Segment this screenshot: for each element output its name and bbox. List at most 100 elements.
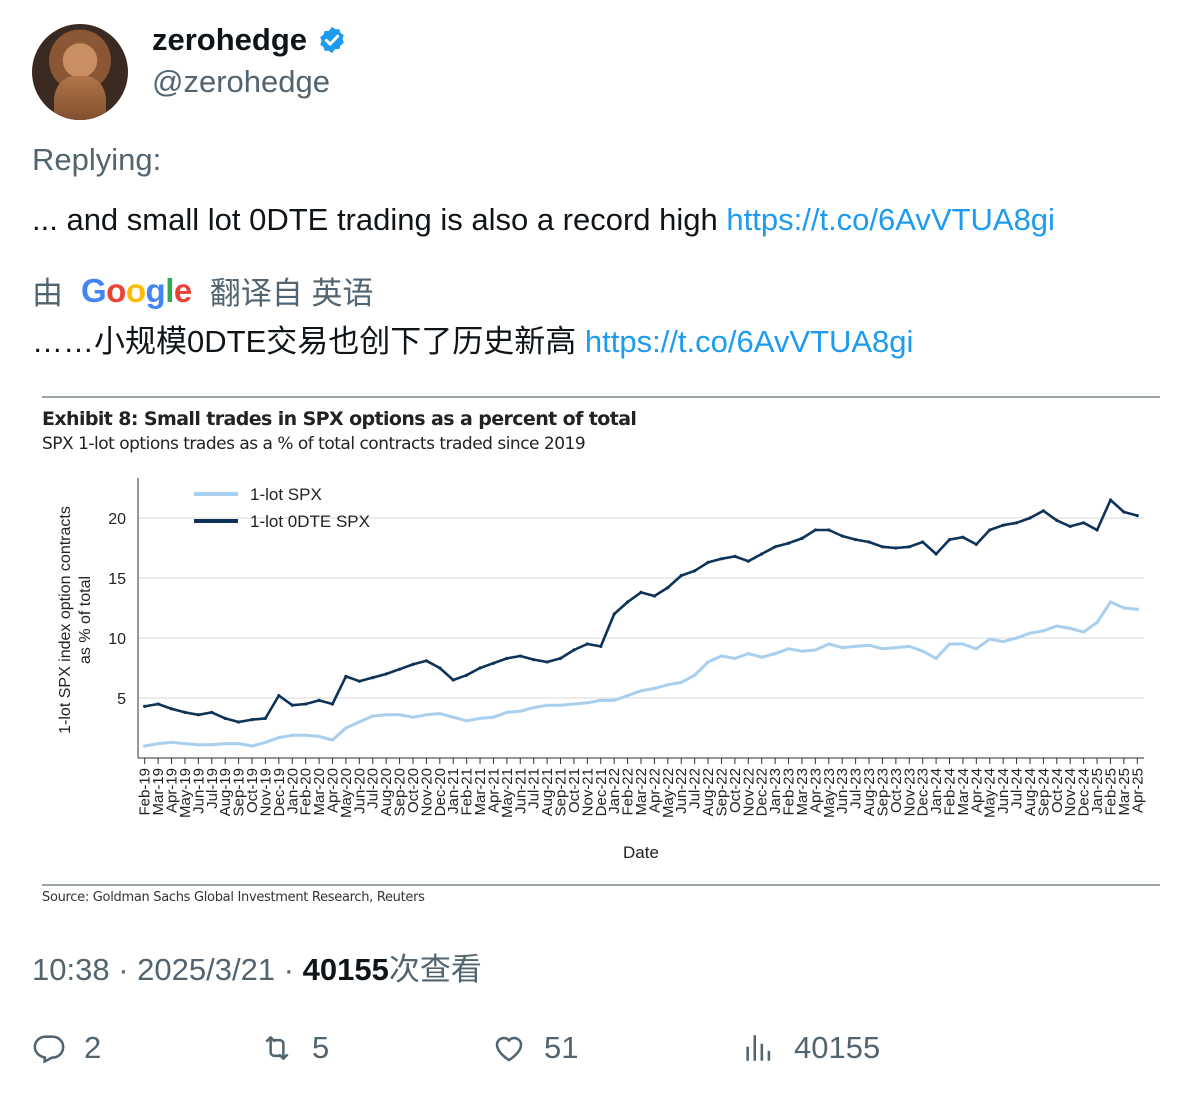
x-tick-label: Jul-21: [526, 768, 543, 809]
avatar[interactable]: [32, 24, 128, 120]
x-tick-label: Sep-24: [1035, 768, 1052, 816]
x-tick-label: Feb-20: [298, 768, 315, 816]
data-point: [666, 683, 670, 687]
data-point: [612, 698, 616, 702]
data-point: [371, 676, 375, 680]
heart-icon: [495, 1036, 523, 1062]
data-point: [478, 666, 482, 670]
data-point: [813, 648, 818, 652]
data-point: [438, 666, 442, 670]
display-name[interactable]: zerohedge: [152, 22, 308, 57]
translation-body: ……小规模0DTE交易也创下了历史新高: [32, 324, 577, 359]
data-point: [371, 714, 375, 718]
x-tick-label: May-20: [338, 768, 355, 818]
x-tick-label: Oct-19: [244, 768, 261, 813]
data-point: [277, 694, 281, 698]
data-point: [947, 538, 952, 542]
legend-label: 1-lot SPX: [250, 485, 322, 504]
handle[interactable]: @zerohedge: [152, 64, 330, 99]
x-tick-label: Nov-20: [418, 768, 435, 816]
data-point: [706, 560, 710, 564]
data-point: [169, 707, 174, 711]
data-point: [626, 600, 630, 604]
data-point: [1001, 640, 1005, 644]
chart-image[interactable]: Exhibit 8: Small trades in SPX options a…: [42, 396, 1160, 886]
data-point: [840, 646, 844, 650]
data-point: [934, 552, 938, 556]
data-point: [867, 643, 871, 647]
tweet-date[interactable]: 2025/3/21: [137, 952, 276, 987]
x-tick-label: Jul-19: [204, 768, 221, 809]
data-point: [424, 659, 428, 663]
x-tick-label: Mar-19: [150, 768, 167, 816]
chart-title: Exhibit 8: Small trades in SPX options a…: [42, 408, 637, 430]
x-tick-label: Jun-24: [995, 768, 1012, 814]
x-tick-label: Jan-23: [767, 768, 784, 814]
x-tick-label: Sep-19: [231, 768, 248, 816]
google-logo-icon: Google: [81, 271, 192, 309]
data-point: [183, 742, 187, 746]
data-point: [263, 740, 267, 744]
x-tick-label: Nov-22: [740, 768, 757, 816]
retweet-button[interactable]: 5: [260, 1030, 329, 1066]
data-point: [1108, 498, 1113, 502]
translation-link[interactable]: https://t.co/6AvVTUA8gi: [584, 324, 914, 359]
y-tick-label: 10: [108, 631, 126, 648]
line-chart: 5101520Feb-19Mar-19Apr-19May-19Jun-19Jul…: [57, 478, 1146, 862]
x-tick-label: Apr-21: [485, 768, 502, 813]
retweet-icon: [265, 1036, 289, 1060]
data-point: [223, 742, 227, 746]
data-point: [773, 545, 777, 549]
x-tick-label: May-22: [660, 768, 677, 818]
x-tick-label: Jun-21: [512, 768, 529, 814]
data-point: [465, 719, 469, 723]
data-point: [237, 720, 241, 724]
data-point: [532, 706, 536, 710]
data-point: [666, 586, 670, 590]
data-point: [639, 689, 643, 693]
data-point: [183, 710, 187, 714]
data-point: [277, 736, 281, 740]
x-tick-label: Dec-24: [1076, 768, 1093, 816]
y-axis-label-line2: as % of total: [77, 576, 94, 664]
x-tick-label: Sep-20: [392, 768, 409, 816]
data-point: [169, 740, 174, 744]
data-point: [706, 660, 710, 664]
legend-label: 1-lot 0DTE SPX: [250, 512, 370, 531]
data-point: [988, 528, 992, 532]
x-tick-label: Dec-21: [593, 768, 610, 816]
data-point: [652, 594, 657, 598]
x-tick-label: Sep-22: [713, 768, 730, 816]
data-point: [263, 716, 267, 720]
retweet-count: 5: [312, 1030, 330, 1065]
data-point: [558, 656, 563, 660]
data-point: [558, 703, 563, 707]
data-point: [1082, 521, 1086, 525]
data-point: [840, 534, 844, 538]
x-tick-label: Sep-23: [874, 768, 891, 816]
data-point: [1055, 624, 1059, 628]
data-point: [357, 679, 361, 683]
x-tick-label: Jul-22: [687, 768, 704, 809]
data-point: [854, 644, 858, 648]
data-point: [921, 540, 925, 544]
data-point: [572, 648, 576, 652]
data-point: [1015, 521, 1019, 525]
reply-button[interactable]: 2: [32, 1030, 101, 1066]
tweet-time[interactable]: 10:38: [32, 952, 110, 987]
x-tick-label: Apr-24: [968, 768, 985, 813]
data-point: [773, 652, 777, 656]
data-point: [290, 733, 294, 737]
data-point: [196, 713, 200, 717]
data-point: [988, 637, 992, 641]
x-tick-label: Jul-24: [1009, 768, 1026, 809]
like-button[interactable]: 51: [492, 1030, 578, 1066]
views-button[interactable]: 40155: [742, 1030, 880, 1066]
data-point: [921, 649, 925, 653]
data-point: [1015, 636, 1019, 640]
data-point: [1028, 516, 1032, 520]
tweet-link[interactable]: https://t.co/6AvVTUA8gi: [726, 202, 1055, 237]
data-point: [518, 654, 522, 658]
x-tick-label: Mar-25: [1116, 768, 1133, 816]
x-tick-label: Jan-22: [606, 768, 623, 814]
